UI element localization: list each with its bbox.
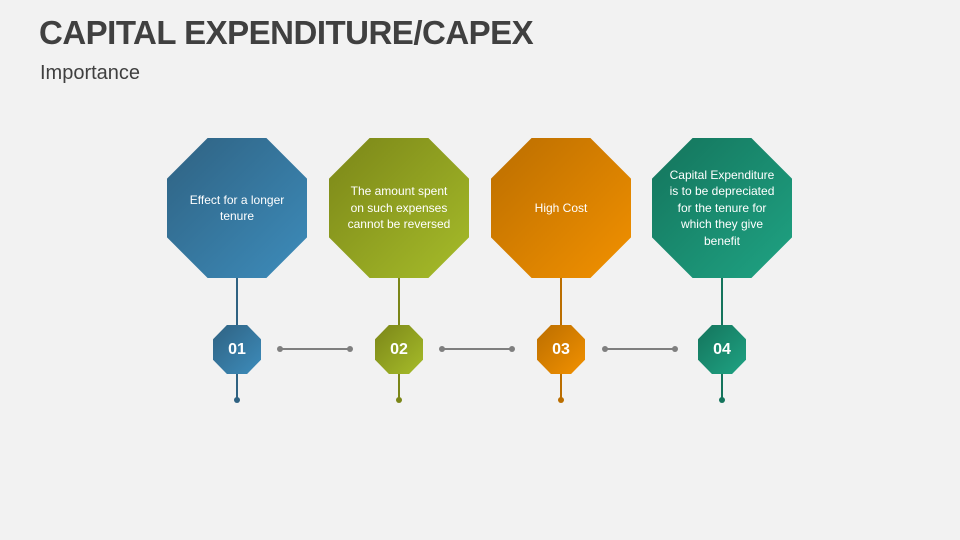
stem-line <box>236 278 238 325</box>
step-card: Capital Expenditure is to be depreciated… <box>652 138 792 278</box>
stem-line <box>560 374 562 399</box>
connector-line <box>277 346 353 352</box>
stem-dot <box>558 397 564 403</box>
stem-line <box>398 374 400 399</box>
stem-line <box>721 278 723 325</box>
stem-line <box>721 374 723 399</box>
page-title: CAPITAL EXPENDITURE/CAPEX <box>39 14 534 51</box>
step-number: 01 <box>213 325 261 374</box>
stem-dot <box>719 397 725 403</box>
step-number: 04 <box>698 325 746 374</box>
stem-dot <box>396 397 402 403</box>
stem-line <box>236 374 238 399</box>
page-subtitle: Importance <box>40 62 141 84</box>
step-card: The amount spent on such expenses cannot… <box>329 138 469 278</box>
step-card: High Cost <box>491 138 631 278</box>
connector-line <box>439 346 515 352</box>
stem-dot <box>234 397 240 403</box>
step-card: Effect for a longer tenure <box>167 138 307 278</box>
stem-line <box>560 278 562 325</box>
step-number: 03 <box>537 325 585 374</box>
step-number: 02 <box>375 325 423 374</box>
stem-line <box>398 278 400 325</box>
connector-line <box>602 346 678 352</box>
